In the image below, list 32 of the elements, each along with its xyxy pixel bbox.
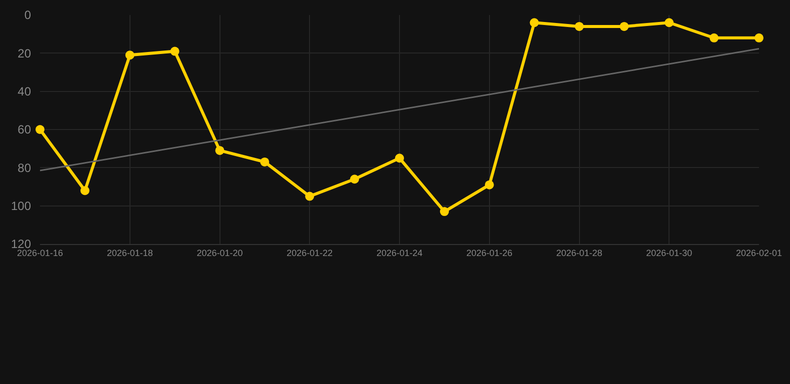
point (620, 22, 629, 31)
point (754, 33, 764, 42)
x-tick-label: 2026-01-28 (556, 248, 602, 258)
y-tick-label: 40 (18, 84, 32, 99)
point (395, 154, 404, 163)
x-tick-label: 2026-01-18 (106, 248, 153, 258)
point (484, 180, 494, 190)
x-tick-label: 2026-02-01 (736, 248, 782, 258)
x-tick-label: 2026-01-30 (646, 248, 692, 258)
point (125, 50, 134, 60)
point (260, 157, 270, 166)
y-tick-label: 100 (10, 199, 32, 214)
point (80, 186, 90, 196)
x-tick-label: 2026-01-24 (376, 248, 423, 258)
point (574, 22, 584, 31)
y-tick-label: 60 (18, 122, 32, 137)
point (350, 174, 360, 184)
y-tick-label: 20 (18, 46, 32, 60)
point (215, 146, 224, 155)
point (530, 18, 539, 28)
y-tick-label: 80 (18, 160, 32, 175)
x-tick-label: 2026-01-20 (196, 248, 243, 258)
point (305, 192, 314, 201)
x-tick-label: 2026-01-22 (286, 248, 333, 258)
x-tick-label: 2026-01-26 (466, 248, 512, 258)
point (440, 207, 449, 216)
x-tick-label: 2026-01-16 (16, 248, 64, 258)
point (36, 125, 44, 134)
point (664, 18, 674, 28)
y-tick-label: 0 (24, 8, 32, 22)
point (710, 33, 719, 42)
point (170, 46, 180, 56)
